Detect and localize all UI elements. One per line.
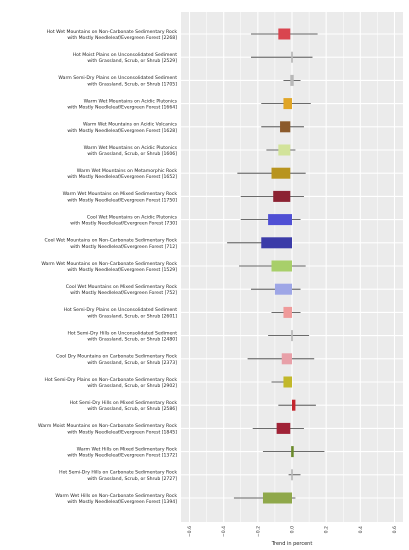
- category-label-line2: with Grassland, Scrub, or Shrub [2727]: [87, 476, 177, 482]
- category-label-line2: with Grassland, Scrub, or Shrub [2373]: [87, 360, 177, 366]
- box: [278, 28, 291, 40]
- category-label-line2: with Mostly Needleleaf/Evergreen Forest …: [67, 499, 177, 505]
- category-label-line1: Warm Semi-Dry Plains on Unconsolidated S…: [58, 75, 177, 81]
- box: [290, 74, 294, 86]
- box: [278, 144, 291, 156]
- x-tick-label: −0.6: [187, 526, 193, 537]
- category-label-line1: Warm Wet Hills on Non-Carbonate Sediment…: [55, 493, 177, 499]
- category-label-line1: Hot Semi-Dry Hills on Mixed Sedimentary …: [70, 400, 178, 406]
- box: [273, 190, 291, 202]
- x-tick-label: −0.4: [221, 526, 227, 537]
- category-label-line2: with Mostly Needleleaf/Evergreen Forest …: [70, 290, 177, 296]
- box: [261, 237, 292, 249]
- category-labels: Hot Wet Mountains on Non-Carbonate Sedim…: [38, 29, 178, 505]
- box: [291, 51, 293, 63]
- x-tick-label: 0.0: [290, 526, 296, 533]
- x-tick-label: 0.4: [358, 526, 364, 533]
- category-label-line2: with Mostly Needleleaf/Evergreen Forest …: [67, 453, 177, 459]
- category-label-line2: with Grassland, Scrub, or Shrub [2529]: [87, 58, 177, 64]
- x-tick-label: 0.2: [324, 526, 330, 533]
- category-label-line1: Hot Semi-Dry Plains on Non-Carbonate Sed…: [45, 377, 178, 383]
- box: [283, 376, 292, 388]
- category-label-line1: Warm Wet Hills on Mixed Sedimentary Rock: [77, 446, 178, 452]
- x-tick-labels: −0.6 −0.4 −0.2 0.0 0.2 0.4 0.6: [187, 526, 398, 537]
- box: [283, 98, 292, 110]
- category-label-line2: with Grassland, Scrub, or Shrub [2480]: [87, 337, 177, 343]
- category-label-line2: with Mostly Needleleaf/Evergreen Forest …: [67, 105, 177, 111]
- category-label-line1: Hot Semi-Dry Hills on Carbonate Sediment…: [59, 470, 177, 476]
- category-label-line2: with Mostly Needleleaf/Evergreen Forest …: [67, 197, 177, 203]
- category-label-line1: Warm Wet Mountains on Acidic Plutonics: [84, 98, 178, 104]
- category-label-line1: Cool Wet Mountains on Acidic Plutonics: [87, 214, 178, 220]
- box: [291, 330, 293, 342]
- x-tick-label: 0.6: [392, 526, 398, 533]
- category-label-line2: with Grassland, Scrub, or Shrub [1705]: [87, 81, 177, 87]
- category-label-line2: with Mostly Needleleaf/Evergreen Forest …: [67, 35, 177, 41]
- category-label-line1: Cool Wet Mountains on Mixed Sedimentary …: [66, 284, 178, 290]
- category-label-line2: with Mostly Needleleaf/Evergreen Forest …: [70, 244, 177, 250]
- category-label-line2: with Mostly Needleleaf/Evergreen Forest …: [67, 267, 177, 273]
- category-label-line1: Warm Wet Mountains on Acidic Plutonics: [84, 145, 178, 151]
- category-label-line1: Cool Dry Mountains on Carbonate Sediment…: [56, 354, 177, 360]
- box: [281, 353, 292, 365]
- box: [291, 446, 294, 458]
- box: [271, 167, 291, 179]
- category-label-line1: Warm Moist Mountains on Non-Carbonate Se…: [38, 423, 177, 429]
- category-label-line1: Warm Wet Mountains on Metamorphic Rock: [77, 168, 178, 174]
- category-label-line1: Hot Semi-Dry Plains on Unconsolidated Se…: [64, 307, 178, 313]
- category-label-line1: Hot Wet Mountains on Non-Carbonate Sedim…: [47, 29, 178, 35]
- category-label-line2: with Grassland, Scrub, or Shrub [2601]: [87, 313, 177, 319]
- box: [274, 283, 292, 295]
- boxes: [227, 28, 325, 504]
- box: [271, 260, 292, 272]
- box: [292, 399, 296, 411]
- category-label-line2: with Grassland, Scrub, or Shrub [2902]: [87, 383, 177, 389]
- category-label-line1: Warm Wet Mountains on Mixed Sedimentary …: [63, 191, 178, 197]
- box: [276, 422, 291, 434]
- category-label-line1: Warm Wet Mountains on Acidic Volcanics: [83, 122, 178, 128]
- box: [283, 306, 292, 318]
- box: [280, 121, 291, 133]
- category-label-line1: Hot Semi-Dry Hills on Unconsolidated Sed…: [67, 330, 177, 336]
- category-label-line1: Cool Wet Mountains on Non-Carbonate Sedi…: [45, 238, 178, 244]
- category-label-line2: with Mostly Needleleaf/Evergreen Forest …: [67, 429, 177, 435]
- box: [262, 492, 292, 504]
- x-tick-label: −0.2: [255, 526, 261, 537]
- category-label-line2: with Grassland, Scrub, or Shrub [1606]: [87, 151, 177, 157]
- category-label-line2: with Mostly Needleleaf/Evergreen Forest …: [70, 221, 177, 227]
- category-label-line1: Hot Moist Plains on Unconsolidated Sedim…: [73, 52, 177, 58]
- box: [291, 469, 293, 481]
- box: [268, 214, 292, 226]
- category-label-line2: with Mostly Needleleaf/Evergreen Forest …: [67, 128, 177, 134]
- category-label-line2: with Grassland, Scrub, or Shrub [2586]: [87, 406, 177, 412]
- x-axis-title: Trend in percent: [271, 541, 313, 547]
- category-label-line1: Warm Wet Mountains on Non-Carbonate Sedi…: [41, 261, 177, 267]
- category-label-line2: with Mostly Needleleaf/Evergreen Forest …: [67, 174, 177, 180]
